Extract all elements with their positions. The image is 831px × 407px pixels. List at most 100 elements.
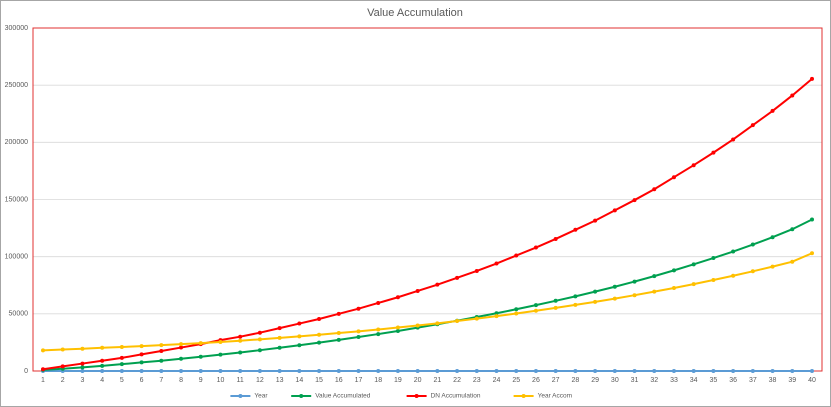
point [632, 293, 637, 298]
point [356, 368, 361, 373]
point [494, 368, 499, 373]
point [257, 330, 262, 335]
point [218, 339, 223, 344]
point [317, 316, 322, 321]
point [810, 217, 814, 222]
point [415, 288, 420, 293]
x-tick-label: 8 [179, 377, 183, 384]
x-tick-label: 4 [100, 377, 104, 384]
y-tick-label: 100000 [5, 254, 28, 261]
x-tick-label: 22 [453, 377, 461, 384]
point [277, 326, 282, 331]
point [179, 342, 184, 347]
point [159, 343, 164, 348]
point [257, 348, 262, 353]
point [119, 355, 124, 360]
legend-marker [238, 394, 243, 398]
point [435, 368, 440, 373]
point [711, 256, 716, 261]
point [612, 208, 617, 213]
x-tick-label: 26 [532, 377, 540, 384]
point [711, 368, 716, 373]
point [238, 334, 243, 339]
point [494, 261, 499, 266]
point [573, 227, 578, 232]
point [652, 368, 657, 373]
point [553, 368, 558, 373]
y-tick-label: 250000 [5, 82, 28, 89]
point [770, 108, 775, 113]
point [238, 368, 243, 373]
point [80, 346, 85, 351]
x-tick-label: 32 [650, 377, 658, 384]
x-tick-label: 19 [394, 377, 402, 384]
point [60, 347, 65, 352]
point [139, 352, 144, 357]
point [41, 367, 45, 372]
x-tick-label: 29 [591, 377, 599, 384]
point [750, 123, 755, 128]
point [80, 361, 85, 366]
point [80, 368, 85, 373]
point [632, 279, 637, 284]
x-tick-label: 18 [374, 377, 382, 384]
point [336, 311, 341, 316]
point [277, 345, 282, 350]
x-tick-label: 25 [512, 377, 520, 384]
point [533, 308, 538, 313]
point [80, 365, 85, 370]
x-tick-label: 13 [276, 377, 284, 384]
point [198, 368, 203, 373]
point [376, 368, 381, 373]
point [119, 368, 124, 373]
point [395, 328, 400, 333]
point [671, 285, 676, 290]
y-tick-label: 0 [24, 368, 28, 375]
point [257, 368, 262, 373]
point [533, 368, 538, 373]
point [415, 323, 420, 328]
point [60, 364, 65, 369]
point [593, 299, 598, 304]
point [711, 150, 716, 155]
x-tick-label: 1 [41, 377, 45, 384]
point [119, 362, 124, 367]
point [159, 358, 164, 363]
point [790, 227, 795, 232]
point [612, 368, 617, 373]
point [179, 356, 184, 361]
x-tick-label: 5 [120, 377, 124, 384]
point [336, 368, 341, 373]
x-tick-label: 28 [571, 377, 579, 384]
point [770, 264, 775, 269]
point [731, 137, 736, 142]
point [810, 251, 814, 256]
x-tick-label: 37 [749, 377, 757, 384]
point [297, 368, 302, 373]
x-tick-label: 6 [140, 377, 144, 384]
x-tick-label: 17 [355, 377, 363, 384]
point [573, 368, 578, 373]
x-tick-label: 7 [159, 377, 163, 384]
point [159, 348, 164, 353]
point [119, 344, 124, 349]
point [218, 368, 223, 373]
point [297, 321, 302, 326]
y-tick-label: 300000 [5, 25, 28, 32]
x-tick-label: 21 [433, 377, 441, 384]
point [790, 93, 795, 98]
point [750, 368, 755, 373]
point [474, 368, 479, 373]
point [652, 187, 657, 192]
point [139, 344, 144, 349]
point [691, 163, 696, 168]
x-tick-label: 12 [256, 377, 264, 384]
point [395, 325, 400, 330]
point [810, 76, 814, 81]
point [455, 368, 460, 373]
point [455, 319, 460, 324]
legend-label: Year [254, 393, 268, 400]
point [277, 368, 282, 373]
point [593, 289, 598, 294]
point [455, 275, 460, 280]
